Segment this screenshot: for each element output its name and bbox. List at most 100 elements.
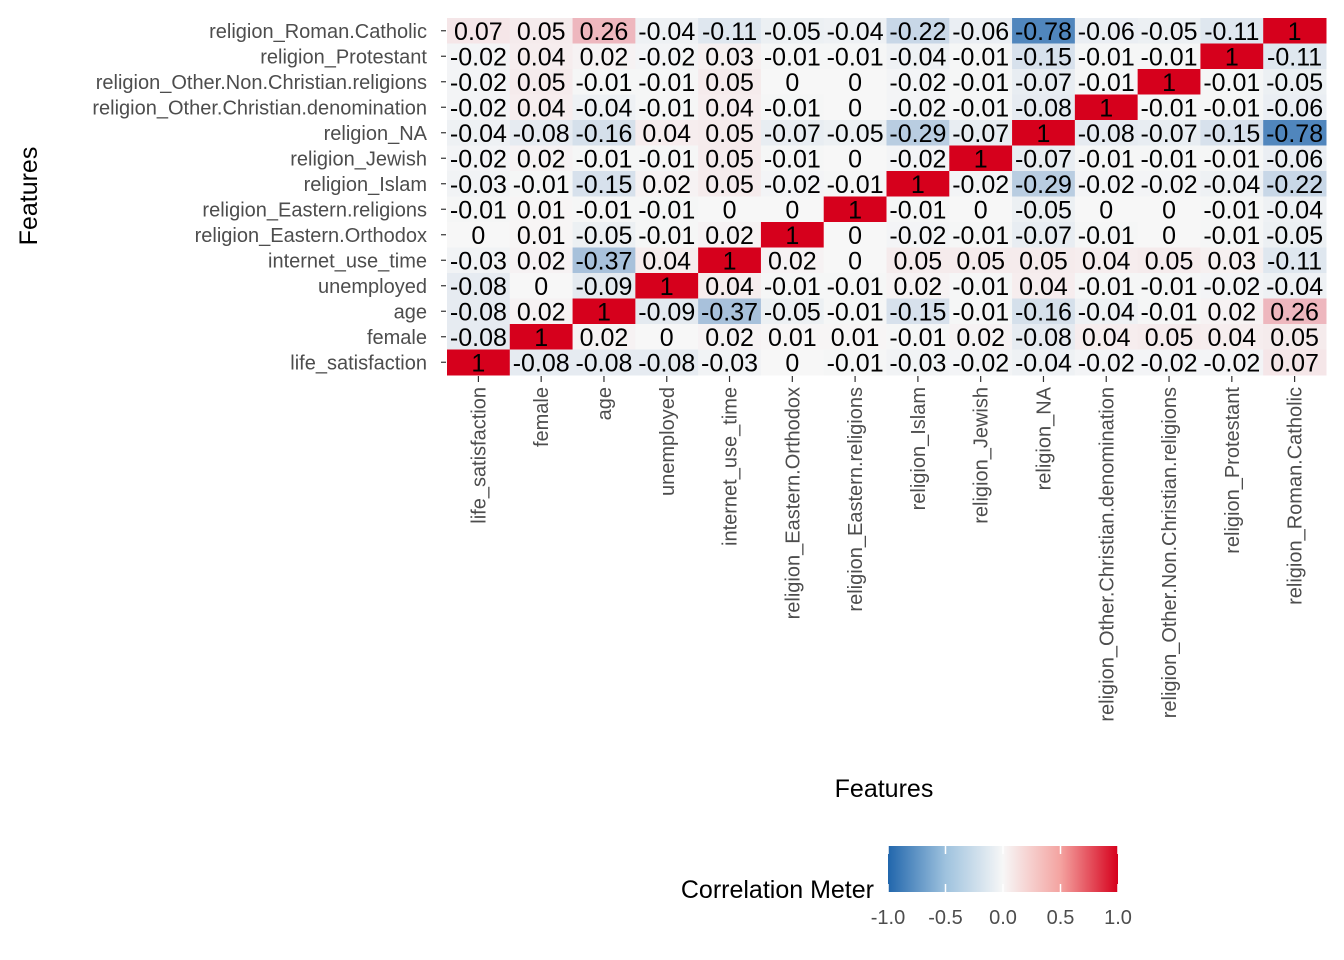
cell-value-label: -0.01 — [638, 94, 695, 122]
heatmap-cell-religion_Other.Christian.denomination-religion_Other.Non.Christian.religions — [1137, 94, 1201, 121]
cell-value-label: -0.05 — [575, 222, 632, 250]
cell-value-label: -0.01 — [1203, 94, 1260, 122]
heatmap-cell-religion_Islam-life_satisfaction — [447, 171, 511, 197]
cell-value-label: 0.02 — [768, 247, 817, 275]
cell-value-label: -0.01 — [638, 69, 695, 97]
cell-value-label: -0.08 — [450, 324, 507, 352]
heatmap-cell-religion_Protestant-religion_Islam — [886, 43, 950, 70]
y-tick-label: religion_NA — [324, 123, 428, 145]
heatmap-cell-religion_Eastern.Orthodox-religion_Other.Non.Christian.religions — [1137, 222, 1201, 248]
y-tick-label: religion_Other.Christian.denomination — [92, 97, 427, 119]
cell-value-label: -0.15 — [1015, 43, 1072, 71]
heatmap-cell-religion_Jewish-religion_Jewish — [949, 145, 1013, 172]
cell-value-label: -0.05 — [764, 298, 821, 326]
heatmap-cell-religion_Islam-religion_Protestant — [1200, 171, 1264, 197]
cell-value-label: -0.02 — [450, 43, 507, 71]
cell-value-label: 0.02 — [705, 324, 754, 352]
heatmap-cell-religion_Islam-internet_use_time — [698, 171, 762, 197]
cell-value-label: 1 — [597, 298, 611, 326]
heatmap-cell-religion_Other.Non.Christian.religions-religion_Other.Non.Christian.religions — [1137, 69, 1201, 95]
cell-value-label: -0.78 — [1015, 18, 1072, 46]
cell-value-label: -0.01 — [889, 196, 946, 224]
cell-value-label: 0.05 — [705, 145, 754, 173]
cell-value-label: -0.07 — [952, 120, 1009, 148]
heatmap-cells — [447, 18, 1327, 376]
cell-value-label: -0.04 — [450, 120, 507, 148]
cell-value-label: -0.07 — [1015, 69, 1072, 97]
heatmap-cell-unemployed-life_satisfaction — [447, 273, 511, 299]
heatmap-cell-religion_Protestant-religion_Protestant — [1200, 43, 1264, 70]
heatmap-cell-age-religion_Jewish — [949, 298, 1013, 325]
cell-value-label: 1 — [660, 273, 674, 301]
cell-value-label: -0.08 — [1015, 324, 1072, 352]
cell-value-label: 0.03 — [705, 43, 754, 71]
heatmap-cell-female-religion_Roman.Catholic — [1263, 324, 1327, 350]
cell-value-label: 1 — [1288, 18, 1302, 46]
heatmap-cell-unemployed-religion_Other.Christian.denomination — [1074, 273, 1139, 299]
cell-value-label: 0.05 — [1270, 324, 1319, 352]
cell-value-label: 0.02 — [517, 298, 566, 326]
heatmap-cell-religion_Islam-religion_Other.Christian.denomination — [1074, 171, 1139, 197]
heatmap-cell-religion_NA-religion_Islam — [886, 120, 950, 146]
cell-value-label: -0.05 — [827, 120, 884, 148]
cell-value-label: -0.02 — [450, 69, 507, 97]
heatmap-cell-age-religion_Other.Christian.denomination — [1074, 298, 1139, 325]
heatmap-cell-internet_use_time-religion_Eastern.Orthodox — [760, 247, 825, 274]
heatmap-cell-age-religion_Protestant — [1200, 298, 1264, 325]
cell-value-label: -0.01 — [575, 196, 632, 224]
cell-value-label: -0.02 — [889, 69, 946, 97]
cell-value-label: -0.01 — [1203, 222, 1260, 250]
x-tick-label: religion_Other.Christian.denomination — [1096, 387, 1118, 722]
heatmap-cell-religion_Eastern.Orthodox-religion_Eastern.religions — [823, 222, 887, 248]
cell-value-label: -0.09 — [638, 298, 695, 326]
x-tick-label: religion_Roman.Catholic — [1285, 387, 1307, 605]
heatmap-cell-age-age — [572, 298, 636, 325]
cell-value-label: -0.03 — [889, 349, 946, 377]
y-axis: religion_Roman.Catholic religion_Protesta… — [92, 21, 446, 374]
cell-value-label: -0.15 — [889, 298, 946, 326]
cell-value-label: 0.01 — [517, 196, 566, 224]
cell-value-label: -0.02 — [889, 145, 946, 173]
cell-value-label: -0.01 — [638, 222, 695, 250]
heatmap-cell-internet_use_time-age — [572, 247, 636, 274]
heatmap-cell-religion_Eastern.Orthodox-internet_use_time — [698, 222, 762, 248]
cell-value-label: 0.03 — [1207, 247, 1256, 275]
heatmap-cell-religion_Jewish-religion_Islam — [886, 145, 950, 172]
heatmap-cell-internet_use_time-unemployed — [635, 247, 699, 274]
x-tick-label: religion_Eastern.religions — [845, 387, 867, 612]
heatmap-cell-religion_NA-religion_Protestant — [1200, 120, 1264, 146]
cell-value-label: -0.08 — [513, 349, 570, 377]
cell-value-label: -0.02 — [764, 171, 821, 199]
cell-value-label: -0.01 — [1141, 94, 1198, 122]
heatmap-cell-unemployed-religion_Other.Non.Christian.religions — [1137, 273, 1201, 299]
heatmap-cell-religion_Protestant-religion_Other.Christian.denomination — [1074, 43, 1139, 70]
cell-value-label: -0.01 — [638, 145, 695, 173]
heatmap-cell-religion_Eastern.Orthodox-religion_Other.Christian.denomination — [1074, 222, 1139, 248]
cell-value-label: 1 — [911, 171, 925, 199]
cell-value-label: -0.01 — [1078, 145, 1135, 173]
heatmap-cell-female-age — [572, 324, 636, 350]
heatmap-cell-religion_Jewish-age — [572, 145, 636, 172]
cell-value-label: -0.01 — [952, 43, 1009, 71]
heatmap-cell-internet_use_time-religion_Eastern.religions — [823, 247, 887, 274]
heatmap-cell-religion_NA-religion_Eastern.Orthodox — [760, 120, 825, 146]
heatmap-cell-religion_Islam-religion_Jewish — [949, 171, 1013, 197]
heatmap-cell-religion_Eastern.religions-religion_Islam — [886, 196, 950, 223]
y-tick-label: internet_use_time — [268, 250, 427, 272]
heatmap-cell-internet_use_time-religion_Other.Non.Christian.religions — [1137, 247, 1201, 274]
heatmap-cell-religion_Eastern.religions-religion_Protestant — [1200, 196, 1264, 223]
heatmap-cell-religion_Roman.Catholic-age — [572, 18, 636, 44]
heatmap-cell-religion_Eastern.Orthodox-religion_Islam — [886, 222, 950, 248]
cell-value-label: -0.01 — [450, 196, 507, 224]
heatmap-cell-religion_Other.Non.Christian.religions-life_satisfaction — [447, 69, 511, 95]
cell-value-label: 0 — [785, 349, 799, 377]
cell-value-label: -0.02 — [450, 145, 507, 173]
heatmap-cell-religion_Other.Christian.denomination-religion_NA — [1012, 94, 1076, 121]
heatmap-cell-religion_Other.Non.Christian.religions-religion_NA — [1012, 69, 1076, 95]
heatmap-cell-religion_Jewish-religion_Protestant — [1200, 145, 1264, 172]
heatmap-cell-religion_Roman.Catholic-religion_Roman.Catholic — [1263, 18, 1327, 44]
heatmap-cell-religion_Protestant-religion_Other.Non.Christian.religions — [1137, 43, 1201, 70]
cell-value-label: -0.01 — [889, 324, 946, 352]
cell-value-label: 0.02 — [956, 324, 1005, 352]
heatmap-cell-religion_Protestant-religion_Eastern.Orthodox — [760, 43, 825, 70]
